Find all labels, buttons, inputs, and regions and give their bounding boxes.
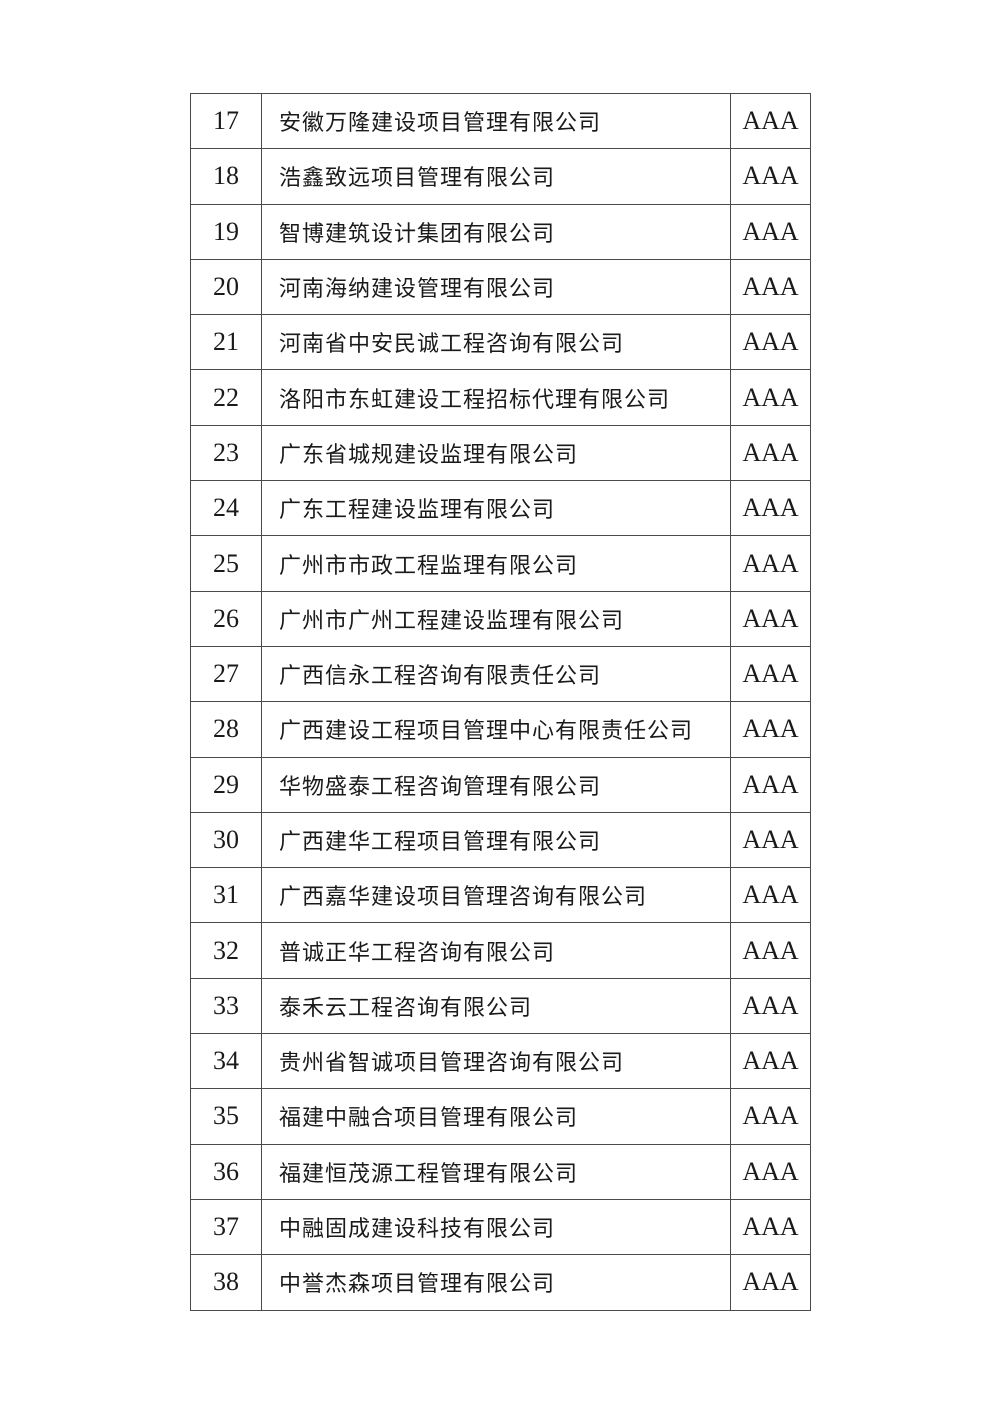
table-row: 29 华物盛泰工程咨询管理有限公司 AAA xyxy=(190,756,811,813)
rating-cell: AAA xyxy=(730,148,811,205)
row-number-cell: 28 xyxy=(190,701,262,758)
table-row: 36 福建恒茂源工程管理有限公司 AAA xyxy=(190,1143,811,1200)
table-row: 27 广西信永工程咨询有限责任公司 AAA xyxy=(190,645,811,703)
row-number-cell: 17 xyxy=(190,92,262,150)
company-name-cell: 广州市市政工程监理有限公司 xyxy=(261,535,731,592)
row-number-cell: 18 xyxy=(190,148,262,205)
table-row: 35 福建中融合项目管理有限公司 AAA xyxy=(190,1088,811,1145)
company-name-cell: 贵州省智诚项目管理咨询有限公司 xyxy=(261,1033,731,1090)
table-row: 38 中誉杰森项目管理有限公司 AAA xyxy=(190,1254,811,1311)
rating-cell: AAA xyxy=(730,535,811,592)
row-number-cell: 38 xyxy=(190,1254,262,1311)
company-name-cell: 河南省中安民诚工程咨询有限公司 xyxy=(261,314,731,371)
rating-cell: AAA xyxy=(730,1198,811,1256)
table-row: 23 广东省城规建设监理有限公司 AAA xyxy=(190,424,811,482)
table-row: 31 广西嘉华建设项目管理咨询有限公司 AAA xyxy=(190,867,811,924)
rating-cell: AAA xyxy=(730,369,811,426)
rating-cell: AAA xyxy=(730,701,811,758)
company-name-cell: 广东省城规建设监理有限公司 xyxy=(261,424,731,482)
table-row: 19 智博建筑设计集团有限公司 AAA xyxy=(190,203,811,260)
company-name-cell: 福建中融合项目管理有限公司 xyxy=(261,1088,731,1145)
company-name-cell: 广西建设工程项目管理中心有限责任公司 xyxy=(261,701,731,758)
rating-cell: AAA xyxy=(730,480,811,537)
row-number-cell: 25 xyxy=(190,535,262,592)
row-number-cell: 26 xyxy=(190,590,262,647)
company-name-cell: 河南海纳建设管理有限公司 xyxy=(261,258,731,316)
table-row: 25 广州市市政工程监理有限公司 AAA xyxy=(190,535,811,592)
company-name-cell: 智博建筑设计集团有限公司 xyxy=(261,203,731,260)
rating-cell: AAA xyxy=(730,92,811,150)
company-name-cell: 广西嘉华建设项目管理咨询有限公司 xyxy=(261,867,731,924)
company-name-cell: 广州市广州工程建设监理有限公司 xyxy=(261,590,731,647)
rating-cell: AAA xyxy=(730,867,811,924)
company-rating-table: 17 安徽万隆建设项目管理有限公司 AAA 18 浩鑫致远项目管理有限公司 AA… xyxy=(190,92,811,1311)
table-row: 24 广东工程建设监理有限公司 AAA xyxy=(190,480,811,537)
row-number-cell: 21 xyxy=(190,314,262,371)
rating-cell: AAA xyxy=(730,258,811,316)
table-row: 17 安徽万隆建设项目管理有限公司 AAA xyxy=(190,92,811,150)
table-row: 37 中融固成建设科技有限公司 AAA xyxy=(190,1198,811,1256)
rating-cell: AAA xyxy=(730,1033,811,1090)
row-number-cell: 32 xyxy=(190,922,262,979)
table-row: 26 广州市广州工程建设监理有限公司 AAA xyxy=(190,590,811,647)
rating-cell: AAA xyxy=(730,1254,811,1311)
table-body: 17 安徽万隆建设项目管理有限公司 AAA 18 浩鑫致远项目管理有限公司 AA… xyxy=(190,92,811,1311)
row-number-cell: 30 xyxy=(190,811,262,869)
rating-cell: AAA xyxy=(730,590,811,647)
company-name-cell: 洛阳市东虹建设工程招标代理有限公司 xyxy=(261,369,731,426)
table-row: 33 泰禾云工程咨询有限公司 AAA xyxy=(190,977,811,1035)
row-number-cell: 36 xyxy=(190,1143,262,1200)
table-row: 21 河南省中安民诚工程咨询有限公司 AAA xyxy=(190,314,811,371)
row-number-cell: 20 xyxy=(190,258,262,316)
row-number-cell: 35 xyxy=(190,1088,262,1145)
company-name-cell: 中誉杰森项目管理有限公司 xyxy=(261,1254,731,1311)
company-name-cell: 福建恒茂源工程管理有限公司 xyxy=(261,1143,731,1200)
company-name-cell: 浩鑫致远项目管理有限公司 xyxy=(261,148,731,205)
rating-cell: AAA xyxy=(730,424,811,482)
table-row: 28 广西建设工程项目管理中心有限责任公司 AAA xyxy=(190,701,811,758)
rating-cell: AAA xyxy=(730,1088,811,1145)
row-number-cell: 37 xyxy=(190,1198,262,1256)
rating-cell: AAA xyxy=(730,811,811,869)
row-number-cell: 31 xyxy=(190,867,262,924)
rating-cell: AAA xyxy=(730,922,811,979)
table-row: 32 普诚正华工程咨询有限公司 AAA xyxy=(190,922,811,979)
company-name-cell: 广东工程建设监理有限公司 xyxy=(261,480,731,537)
rating-cell: AAA xyxy=(730,203,811,260)
row-number-cell: 27 xyxy=(190,645,262,703)
table-row: 20 河南海纳建设管理有限公司 AAA xyxy=(190,258,811,316)
company-name-cell: 安徽万隆建设项目管理有限公司 xyxy=(261,92,731,150)
rating-cell: AAA xyxy=(730,314,811,371)
company-name-cell: 泰禾云工程咨询有限公司 xyxy=(261,977,731,1035)
company-name-cell: 中融固成建设科技有限公司 xyxy=(261,1198,731,1256)
row-number-cell: 22 xyxy=(190,369,262,426)
rating-cell: AAA xyxy=(730,977,811,1035)
row-number-cell: 19 xyxy=(190,203,262,260)
row-number-cell: 34 xyxy=(190,1033,262,1090)
row-number-cell: 24 xyxy=(190,480,262,537)
table-row: 18 浩鑫致远项目管理有限公司 AAA xyxy=(190,148,811,205)
rating-cell: AAA xyxy=(730,756,811,813)
company-name-cell: 普诚正华工程咨询有限公司 xyxy=(261,922,731,979)
row-number-cell: 23 xyxy=(190,424,262,482)
table-row: 30 广西建华工程项目管理有限公司 AAA xyxy=(190,811,811,869)
company-name-cell: 华物盛泰工程咨询管理有限公司 xyxy=(261,756,731,813)
table-row: 22 洛阳市东虹建设工程招标代理有限公司 AAA xyxy=(190,369,811,426)
row-number-cell: 33 xyxy=(190,977,262,1035)
row-number-cell: 29 xyxy=(190,756,262,813)
rating-cell: AAA xyxy=(730,1143,811,1200)
company-name-cell: 广西信永工程咨询有限责任公司 xyxy=(261,645,731,703)
company-name-cell: 广西建华工程项目管理有限公司 xyxy=(261,811,731,869)
rating-cell: AAA xyxy=(730,645,811,703)
table-row: 34 贵州省智诚项目管理咨询有限公司 AAA xyxy=(190,1033,811,1090)
